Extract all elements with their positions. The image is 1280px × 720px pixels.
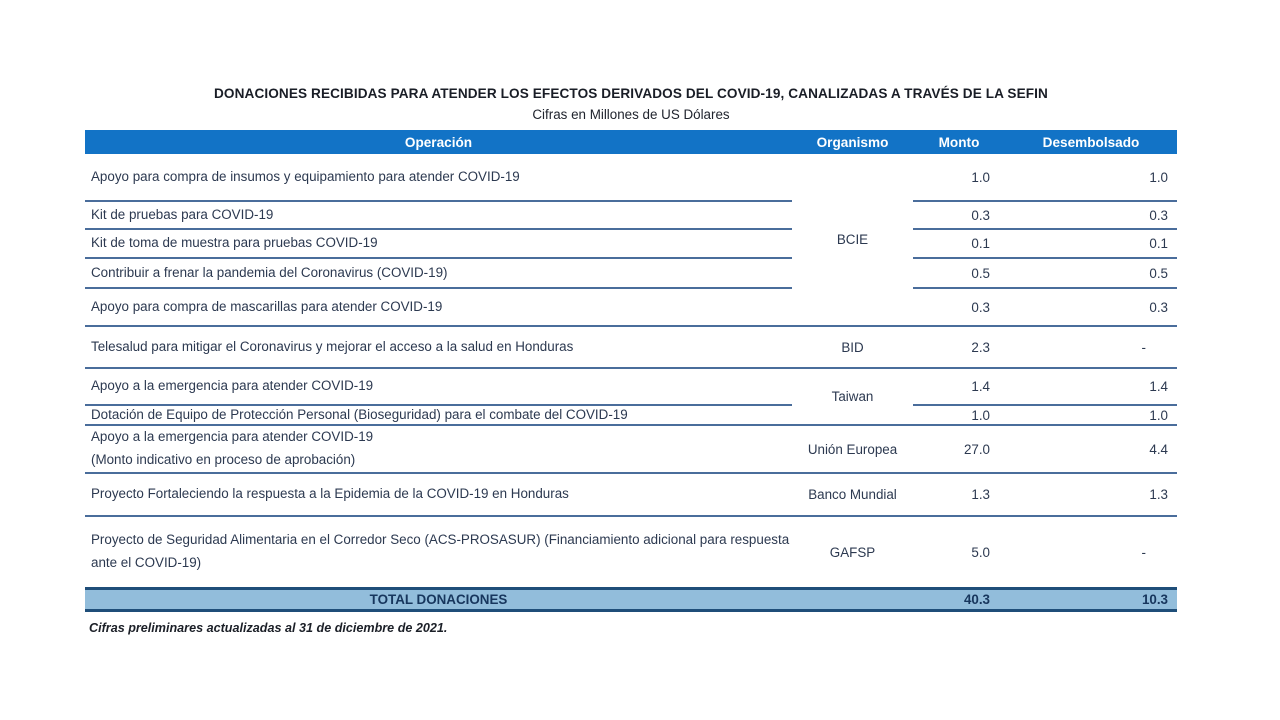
column-header-monto: Monto xyxy=(913,130,1005,154)
column-header-operacion: Operación xyxy=(85,130,792,154)
report-subtitle: Cifras en Millones de US Dólares xyxy=(532,107,730,122)
operacion-cell: Telesalud para mitigar el Coronavirus y … xyxy=(85,327,792,369)
organismo-union-europea: Unión Europea xyxy=(792,426,913,474)
operacion-cell: Apoyo para compra de mascarillas para at… xyxy=(85,289,792,327)
monto-cell: 0.5 xyxy=(913,259,1005,289)
organismo-banco-mundial: Banco Mundial xyxy=(792,474,913,517)
operacion-line-1: Apoyo a la emergencia para atender COVID… xyxy=(91,429,374,445)
operacion-cell: Proyecto Fortaleciendo la respuesta a la… xyxy=(85,474,792,517)
total-row-spacer xyxy=(792,587,913,612)
monto-cell: 1.0 xyxy=(913,154,1005,202)
column-header-desembolsado: Desembolsado xyxy=(1005,130,1177,154)
desembolsado-cell: 0.3 xyxy=(1005,289,1177,327)
monto-cell: 0.3 xyxy=(913,202,1005,230)
operacion-cell: Contribuir a frenar la pandemia del Coro… xyxy=(85,259,792,289)
desembolsado-cell: 1.0 xyxy=(1005,406,1177,426)
monto-cell: 1.0 xyxy=(913,406,1005,426)
monto-cell: 0.3 xyxy=(913,289,1005,327)
donations-table: Operación Organismo Monto Desembolsado B… xyxy=(85,130,1177,612)
desembolsado-cell: 1.4 xyxy=(1005,369,1177,406)
operacion-cell: Kit de pruebas para COVID-19 xyxy=(85,202,792,230)
operacion-cell: Apoyo a la emergencia para atender COVID… xyxy=(85,426,792,474)
organismo-bid: BID xyxy=(792,327,913,369)
organismo-taiwan: Taiwan xyxy=(792,369,913,426)
desembolsado-cell: 4.4 xyxy=(1005,426,1177,474)
report-title: DONACIONES RECIBIDAS PARA ATENDER LOS EF… xyxy=(214,86,1048,101)
operacion-cell: Proyecto de Seguridad Alimentaria en el … xyxy=(91,532,790,570)
desembolsado-cell: 0.1 xyxy=(1005,230,1177,259)
report-footnote: Cifras preliminares actualizadas al 31 d… xyxy=(89,621,448,635)
desembolsado-cell: 1.0 xyxy=(1005,154,1177,202)
organismo-gafsp: GAFSP xyxy=(829,544,876,560)
donations-report: DONACIONES RECIBIDAS PARA ATENDER LOS EF… xyxy=(85,86,1177,635)
desembolsado-cell: - xyxy=(1141,544,1146,560)
total-desembolsado: 10.3 xyxy=(1005,587,1177,612)
operacion-cell: Kit de toma de muestra para pruebas COVI… xyxy=(85,230,792,259)
desembolsado-cell: 0.3 xyxy=(1005,202,1177,230)
monto-cell: 27.0 xyxy=(913,426,1005,474)
monto-cell: 0.1 xyxy=(913,230,1005,259)
total-label: TOTAL DONACIONES xyxy=(85,587,792,612)
desembolsado-cell: 0.5 xyxy=(1005,259,1177,289)
monto-cell: 5.0 xyxy=(971,544,990,560)
total-monto: 40.3 xyxy=(913,587,1005,612)
operacion-cell: Apoyo para compra de insumos y equipamie… xyxy=(85,154,792,202)
operacion-line-2: (Monto indicativo en proceso de aprobaci… xyxy=(91,452,356,467)
desembolsado-cell: - xyxy=(1005,327,1177,369)
column-header-organismo: Organismo xyxy=(792,130,913,154)
monto-cell: 2.3 xyxy=(913,327,1005,369)
organismo-bcie: BCIE xyxy=(792,154,913,327)
operacion-cell: Apoyo a la emergencia para atender COVID… xyxy=(85,369,792,406)
monto-cell: 1.3 xyxy=(913,474,1005,517)
operacion-cell: Dotación de Equipo de Protección Persona… xyxy=(85,406,792,426)
desembolsado-cell: 1.3 xyxy=(1005,474,1177,517)
monto-cell: 1.4 xyxy=(913,369,1005,406)
